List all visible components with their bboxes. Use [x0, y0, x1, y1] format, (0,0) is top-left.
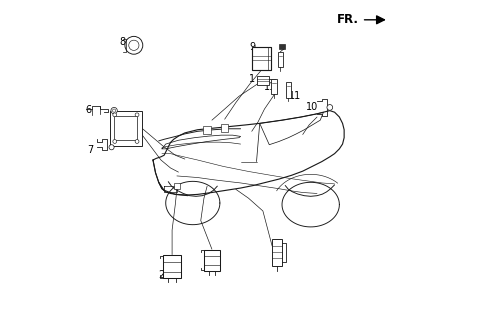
Circle shape	[135, 140, 139, 143]
Bar	[279, 44, 285, 49]
Polygon shape	[166, 181, 220, 225]
Bar	[203, 126, 211, 133]
Bar	[221, 124, 228, 132]
Bar	[278, 52, 283, 67]
Text: 12: 12	[257, 53, 269, 63]
Bar	[204, 250, 220, 271]
Text: 6: 6	[86, 105, 92, 115]
Text: 10: 10	[305, 102, 318, 112]
Bar	[163, 255, 181, 278]
Text: 7: 7	[87, 146, 93, 156]
Text: 11: 11	[289, 91, 301, 101]
Text: 2: 2	[158, 270, 164, 280]
Bar	[252, 47, 271, 69]
Circle shape	[327, 105, 333, 110]
Bar	[271, 79, 277, 94]
Circle shape	[113, 113, 117, 117]
Bar	[257, 76, 269, 85]
Text: 1: 1	[249, 74, 255, 84]
Text: 9: 9	[250, 42, 256, 52]
Bar	[114, 116, 137, 140]
Text: 5: 5	[124, 126, 130, 136]
Polygon shape	[282, 182, 339, 227]
Text: 8: 8	[120, 37, 126, 47]
Text: 4: 4	[272, 258, 279, 268]
Text: 11: 11	[264, 82, 276, 92]
Bar	[110, 111, 142, 146]
Text: FR.: FR.	[337, 13, 358, 26]
Circle shape	[125, 36, 143, 54]
Bar	[174, 183, 180, 189]
Circle shape	[113, 140, 117, 143]
Bar	[272, 239, 282, 266]
Text: 3: 3	[209, 264, 215, 274]
Circle shape	[111, 108, 117, 114]
Circle shape	[135, 113, 139, 117]
Bar	[285, 82, 291, 98]
FancyArrowPatch shape	[364, 16, 384, 24]
Circle shape	[109, 145, 114, 150]
